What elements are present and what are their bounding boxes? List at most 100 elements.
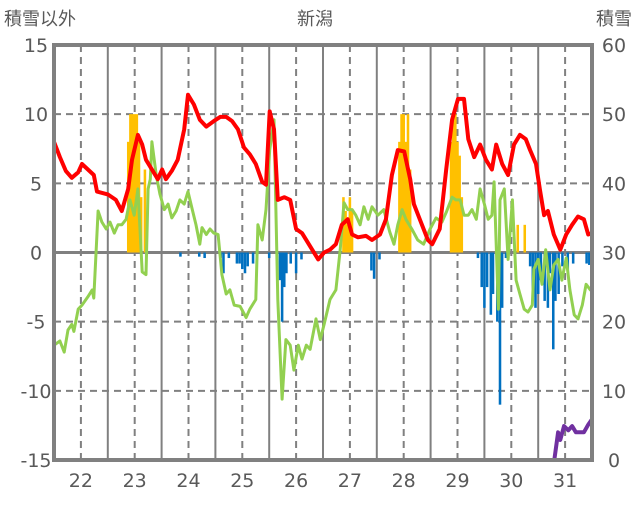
left-axis-title: 積雪以外	[4, 9, 76, 30]
orange-bars-bar	[523, 224, 527, 253]
orange-bars-bar	[346, 224, 350, 253]
orange-bars-bar	[143, 169, 147, 253]
y-left-tick-label: 10	[24, 104, 48, 126]
blue-bars-bar	[238, 252, 241, 264]
plot-frame	[52, 43, 594, 462]
blue-bars-bar	[267, 252, 271, 259]
blue-bars-bar	[498, 252, 502, 405]
x-tick-label: 22	[69, 470, 93, 492]
x-tick-label: 28	[392, 470, 416, 492]
blue-bars-bar	[536, 252, 540, 294]
x-tick-label: 31	[553, 470, 577, 492]
blue-bars-bar	[378, 252, 381, 260]
blue-bars-bar	[551, 252, 555, 350]
orange-bars-bar	[460, 197, 464, 253]
chart-title: 新潟	[297, 9, 333, 30]
orange-bars-bar	[456, 141, 459, 253]
orange-bars-bar	[451, 114, 455, 253]
x-tick-label: 23	[123, 470, 147, 492]
y-left-tick-label: 0	[30, 243, 42, 265]
orange-bars-bar	[135, 114, 139, 253]
blue-bars-bar	[539, 252, 543, 281]
blue-bars-bar	[554, 252, 557, 301]
y-right-tick-label: 30	[602, 243, 626, 265]
plot-border	[52, 43, 594, 462]
blue-bars-bar	[372, 252, 376, 279]
orange-bars-bar	[131, 114, 134, 253]
x-tick-label: 27	[338, 470, 362, 492]
orange-bars-bar	[402, 114, 405, 253]
y-left-tick-label: 15	[24, 35, 48, 57]
purple-line	[54, 418, 594, 462]
orange-bars-bar	[126, 141, 130, 253]
orange-bars-bar	[344, 211, 347, 253]
blue-bars-bar	[485, 252, 489, 288]
blue-bars-bar	[227, 252, 231, 259]
blue-bars-bar	[294, 252, 298, 274]
orange-bars-bar	[398, 141, 401, 253]
blue-bars-bar	[543, 252, 546, 301]
y-right-tick-label: 20	[602, 312, 626, 334]
blue-bars-bar	[179, 252, 182, 257]
blue-bars-bar	[476, 252, 480, 259]
orange-bars-bar	[404, 141, 408, 253]
y-left-tick-label: -5	[27, 312, 46, 334]
y-right-tick-label: 10	[602, 381, 626, 403]
blue-bars-bar	[561, 252, 564, 267]
y-right-tick-label: 40	[602, 173, 626, 195]
green-line	[53, 118, 593, 401]
blue-bars-bar	[571, 252, 575, 264]
blue-bars-bar	[557, 252, 560, 294]
blue-bars-bar	[282, 252, 286, 288]
x-tick-label: 24	[176, 470, 200, 492]
blue-bars-bar	[500, 252, 504, 308]
x-tick-label: 30	[499, 470, 523, 492]
y-right-tick-label: 0	[608, 450, 620, 472]
orange-bars-bar	[408, 169, 412, 253]
blue-bars-bar	[534, 252, 537, 308]
orange-bars-bar	[400, 114, 403, 253]
blue-bars-bar	[285, 252, 288, 274]
orange-bars-bar	[406, 114, 410, 253]
red-line	[52, 92, 593, 262]
blue-bars-bar	[278, 252, 282, 281]
orange-bars-bar	[454, 114, 457, 253]
blue-bars-bar	[588, 252, 591, 265]
blue-bars-bar	[300, 252, 303, 260]
tick-labels: -15 -10 -5 0 5 10 15 0 10 20 30 40 50 60 22 23 24 25 26 27 2…	[20, 35, 626, 492]
blue-bars-bar	[370, 252, 373, 271]
blue-bars-bar	[548, 252, 552, 274]
orange-bars-bar	[133, 114, 136, 253]
blue-bars-bar	[585, 252, 588, 264]
orange-bars-bar	[458, 155, 461, 253]
blue-bars-bar	[280, 252, 284, 322]
y-right-tick-label: 60	[602, 35, 626, 57]
blue-bars-bar	[235, 252, 239, 264]
x-tick-label: 26	[284, 470, 308, 492]
blue-bars-bar	[197, 252, 201, 257]
blue-bars-bar	[222, 252, 225, 274]
y-right-tick-label: 50	[602, 104, 626, 126]
x-tick-label: 25	[230, 470, 254, 492]
lines	[52, 92, 594, 462]
blue-bars-bar	[489, 252, 493, 315]
blue-bars-bar	[246, 252, 249, 267]
blue-bars-bar	[251, 252, 255, 264]
y-left-tick-label: 5	[30, 173, 42, 195]
orange-bars-bar	[516, 224, 520, 253]
blue-bars-bar	[243, 252, 247, 274]
blue-bars-bar	[203, 252, 206, 259]
blue-bars-bar	[480, 252, 483, 288]
blue-bars-bar	[528, 252, 532, 267]
blue-bars-bar	[491, 252, 495, 294]
y-left-tick-label: -10	[20, 381, 51, 403]
blue-bars-bar	[241, 252, 244, 270]
blue-bars-bar	[289, 252, 292, 264]
bars	[126, 114, 591, 405]
right-axis-title: 積雪	[596, 9, 632, 30]
blue-bars-bar	[483, 252, 486, 308]
y-left-tick-label: -15	[20, 450, 51, 472]
x-tick-label: 29	[445, 470, 469, 492]
blue-bars-bar	[504, 252, 508, 259]
